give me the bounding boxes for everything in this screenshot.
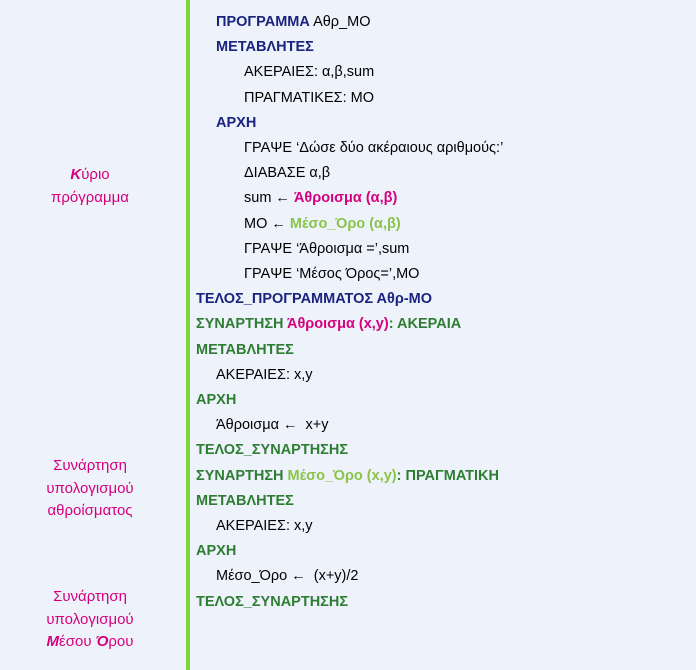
code-line: Μέσο_Όρο ← (x+y)/2 — [196, 564, 690, 589]
code-line: ΜΟ ← Μέσο_Όρο (α,β) — [196, 212, 690, 237]
code-line: Άθροισμα ← x+y — [196, 413, 690, 438]
code-line: ΤΕΛΟΣ_ΣΥΝΑΡΤΗΣΗΣ — [196, 590, 690, 615]
code-line: ΤΕΛΟΣ_ΠΡΟΓΡΑΜΜΑΤΟΣ Αθρ-ΜΟ — [196, 287, 690, 312]
label-sum-line2: υπολογισμού — [0, 478, 180, 501]
code-line: ΑΚΕΡΑΙΕΣ: x,y — [196, 514, 690, 539]
code-line: ΑΡΧΗ — [196, 111, 690, 136]
code-line: ΓΡΑΨΕ ‘Άθροισμα =’,sum — [196, 237, 690, 262]
code-line: sum ← Άθροισμα (α,β) — [196, 186, 690, 211]
label-avg-o: Ό — [96, 633, 109, 650]
code-line: ΠΡΑΓΜΑΤΙΚΕΣ: ΜΟ — [196, 86, 690, 111]
label-avg-esou: έσου — [59, 633, 96, 650]
label-avg-line1: Συνάρτηση — [0, 586, 180, 609]
page-container: Κύριο πρόγραμμα Συνάρτηση υπολογισμού αθ… — [0, 0, 696, 670]
label-sum-function: Συνάρτηση υπολογισμού αθροίσματος — [0, 455, 180, 523]
label-avg-m: Μ — [47, 633, 60, 650]
code-line: ΣΥΝΑΡΤΗΣΗ Μέσο_Όρο (x,y): ΠΡΑΓΜΑΤΙΚΗ — [196, 464, 690, 489]
label-main-program: Κύριο πρόγραμμα — [0, 164, 180, 209]
label-avg-line2: υπολογισμού — [0, 609, 180, 632]
code-line: ΑΡΧΗ — [196, 388, 690, 413]
code-line: ΠΡΟΓΡΑΜΜΑ Αθρ_ΜΟ — [196, 10, 690, 35]
code-column: ΠΡΟΓΡΑΜΜΑ Αθρ_ΜΟ ΜΕΤΑΒΛΗΤΕΣ ΑΚΕΡΑΙΕΣ: α,… — [190, 0, 696, 670]
labels-column: Κύριο πρόγραμμα Συνάρτηση υπολογισμού αθ… — [0, 0, 186, 670]
code-line: ΑΡΧΗ — [196, 539, 690, 564]
code-line: ΓΡΑΨΕ ‘Δώσε δύο ακέραιους αριθμούς:’ — [196, 136, 690, 161]
label-main-line2: πρόγραμμα — [0, 187, 180, 210]
code-line: ΣΥΝΑΡΤΗΣΗ Άθροισμα (x,y): ΑΚΕΡΑΙΑ — [196, 312, 690, 337]
code-line: ΔΙΑΒΑΣΕ α,β — [196, 161, 690, 186]
code-line: ΜΕΤΑΒΛΗΤΕΣ — [196, 338, 690, 363]
code-line: ΑΚΕΡΑΙΕΣ: x,y — [196, 363, 690, 388]
code-line: ΜΕΤΑΒΛΗΤΕΣ — [196, 35, 690, 60]
label-main-rest: ύριο — [81, 166, 109, 183]
code-line: ΓΡΑΨΕ ‘Μέσος Όρος=’,ΜΟ — [196, 262, 690, 287]
label-sum-line3: αθροίσματος — [0, 500, 180, 523]
code-line: ΑΚΕΡΑΙΕΣ: α,β,sum — [196, 60, 690, 85]
label-avg-rou: ρου — [108, 633, 133, 650]
code-line: ΤΕΛΟΣ_ΣΥΝΑΡΤΗΣΗΣ — [196, 438, 690, 463]
label-avg-function: Συνάρτηση υπολογισμού Μέσου Όρου — [0, 586, 180, 654]
label-sum-line1: Συνάρτηση — [0, 455, 180, 478]
code-line: ΜΕΤΑΒΛΗΤΕΣ — [196, 489, 690, 514]
label-main-first-letter: Κ — [70, 166, 81, 183]
